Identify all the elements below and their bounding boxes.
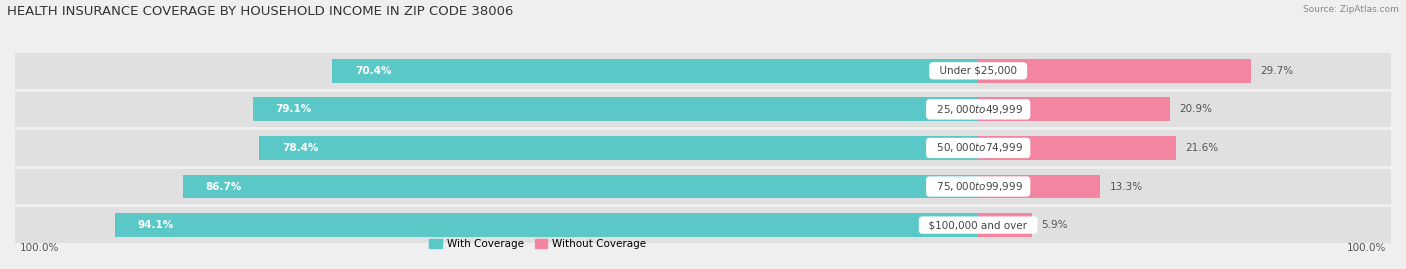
Bar — [15, 130, 1406, 166]
Text: 100.0%: 100.0% — [1347, 243, 1386, 253]
Bar — [15, 53, 1406, 89]
Text: HEALTH INSURANCE COVERAGE BY HOUSEHOLD INCOME IN ZIP CODE 38006: HEALTH INSURANCE COVERAGE BY HOUSEHOLD I… — [7, 5, 513, 18]
Text: 79.1%: 79.1% — [276, 104, 312, 114]
Text: 78.4%: 78.4% — [283, 143, 318, 153]
Bar — [332, 59, 979, 83]
Bar — [259, 136, 979, 160]
Text: 100.0%: 100.0% — [20, 243, 59, 253]
Text: $50,000 to $74,999: $50,000 to $74,999 — [929, 141, 1026, 154]
Bar — [979, 213, 1032, 237]
Text: 5.9%: 5.9% — [1042, 220, 1069, 230]
Text: $25,000 to $49,999: $25,000 to $49,999 — [929, 103, 1026, 116]
Text: 13.3%: 13.3% — [1109, 182, 1143, 192]
Text: $75,000 to $99,999: $75,000 to $99,999 — [929, 180, 1026, 193]
Bar — [15, 169, 1406, 204]
Bar — [253, 97, 979, 121]
Bar — [979, 97, 1170, 121]
Text: Source: ZipAtlas.com: Source: ZipAtlas.com — [1303, 5, 1399, 14]
Legend: With Coverage, Without Coverage: With Coverage, Without Coverage — [425, 235, 651, 253]
Bar — [979, 175, 1101, 199]
Bar — [115, 213, 979, 237]
Text: Under $25,000: Under $25,000 — [934, 66, 1024, 76]
Text: 94.1%: 94.1% — [138, 220, 174, 230]
Bar — [979, 59, 1251, 83]
Bar — [15, 92, 1406, 127]
Bar — [15, 207, 1406, 243]
Bar — [183, 175, 979, 199]
Text: $100,000 and over: $100,000 and over — [922, 220, 1033, 230]
Bar — [979, 136, 1177, 160]
Text: 86.7%: 86.7% — [205, 182, 242, 192]
Text: 21.6%: 21.6% — [1185, 143, 1219, 153]
Text: 20.9%: 20.9% — [1180, 104, 1212, 114]
Text: 70.4%: 70.4% — [356, 66, 392, 76]
Text: 29.7%: 29.7% — [1260, 66, 1294, 76]
